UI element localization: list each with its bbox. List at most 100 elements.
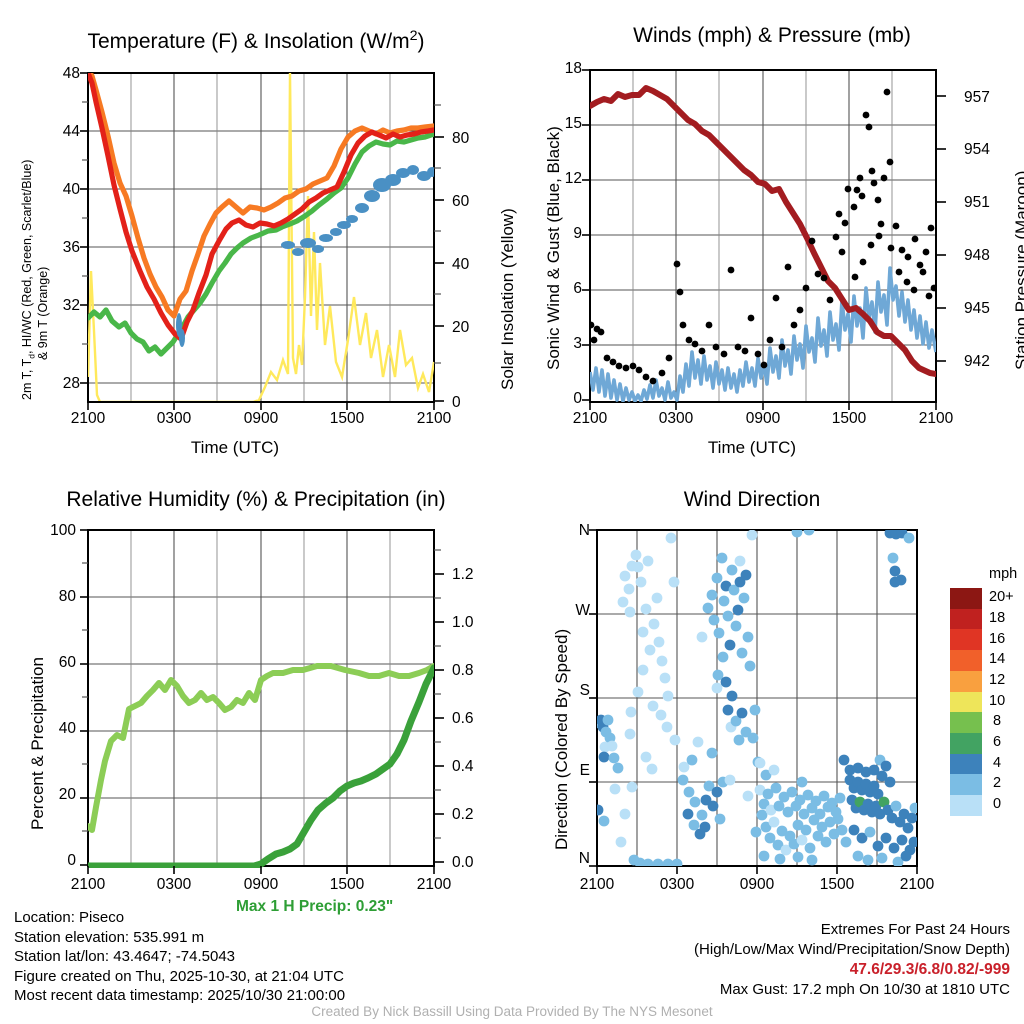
rh-ytick-0: 100 xyxy=(50,522,76,539)
panel-winds: Winds (mph) & Pressure (mb) Sonic Wind &… xyxy=(512,0,1024,470)
precip-ytick-5: 0.2 xyxy=(452,806,474,823)
rh-ytick-1: 80 xyxy=(58,588,76,605)
extremes-subheading: (High/Low/Max Wind/Precipitation/Snow De… xyxy=(694,941,1010,958)
winds-ytick-right-4: 945 xyxy=(964,300,990,317)
temperature-plot-area xyxy=(80,72,444,410)
precip-ytick-3: 0.6 xyxy=(452,710,474,727)
winds-ytick-0: 18 xyxy=(564,60,582,77)
figure-created-line: Figure created on Thu, 2025-10-30, at 21… xyxy=(14,967,344,985)
station-info-block: Location: Piseco Station elevation: 535.… xyxy=(14,908,345,1006)
winds-xtick-2: 0900 xyxy=(745,410,781,427)
colorbar-band-2 xyxy=(950,774,982,796)
temp-ytick-0: 48 xyxy=(62,65,80,82)
winds-ytick-right-0: 957 xyxy=(964,89,990,106)
winddir-chart-title: Wind Direction xyxy=(683,488,821,511)
wd-ytick-1: W xyxy=(575,602,590,619)
extremes-block: Extremes For Past 24 Hours (High/Low/Max… xyxy=(490,920,1010,1000)
temp-ytick-right-0: 80 xyxy=(452,130,470,147)
colorbar-band-10 xyxy=(950,691,982,713)
colorbar-tick-0: 0 xyxy=(993,796,1002,812)
rh-xtick-3: 1500 xyxy=(329,876,365,893)
max-gust-line: Max Gust: 17.2 mph On 10/30 at 1810 UTC xyxy=(719,981,1010,998)
colorbar-tick-20plus: 20+ xyxy=(989,589,1014,605)
latest-data-timestamp-line: Most recent data timestamp: 2025/10/30 2… xyxy=(14,987,346,1004)
precip-ytick-0: 1.2 xyxy=(452,566,474,583)
precip-ytick-1: 1.0 xyxy=(452,614,474,631)
rh-xtick-1: 0300 xyxy=(156,876,192,893)
precip-ytick-2: 0.8 xyxy=(452,662,474,679)
temp-ytick-1: 44 xyxy=(62,123,80,140)
colorbar-tick-2: 2 xyxy=(993,775,1002,791)
colorbar-band-12 xyxy=(950,670,982,692)
winds-ytick-1: 15 xyxy=(564,115,582,132)
winds-xtick-3: 1500 xyxy=(831,410,867,427)
rh-ytick-4: 20 xyxy=(58,786,76,803)
rh-xtick-4: 2100 xyxy=(416,876,452,893)
colorbar-band-20plus xyxy=(950,588,982,609)
max-precip-note: Max 1 H Precip: 0.23" xyxy=(236,898,394,915)
wd-xtick-4: 2100 xyxy=(899,876,935,893)
wd-xtick-2: 0900 xyxy=(739,876,775,893)
colorbar-band-14 xyxy=(950,650,982,671)
winds-ytick-5: 3 xyxy=(573,335,582,352)
colorbar-band-18 xyxy=(950,608,982,630)
temperature-x-axis-title: Time (UTC) xyxy=(190,438,280,457)
colorbar-tick-14: 14 xyxy=(989,651,1006,667)
colorbar-tick-10: 10 xyxy=(989,693,1006,709)
precip-ytick-6: 0.0 xyxy=(452,854,474,871)
colorbar-tick-18: 18 xyxy=(989,610,1006,626)
winds-xtick-0: 2100 xyxy=(572,410,608,427)
temp-xtick-1: 0300 xyxy=(156,410,192,427)
winds-ytick-right-5: 942 xyxy=(964,353,990,370)
colorbar-band-8 xyxy=(950,712,982,734)
winds-xtick-1: 0300 xyxy=(658,410,694,427)
rh-ytick-5: 0 xyxy=(67,852,76,869)
winds-ytick-2: 12 xyxy=(564,170,582,187)
temp-ytick-right-3: 20 xyxy=(452,319,470,336)
wd-ytick-3: E xyxy=(579,762,590,779)
winds-ytick-right-3: 948 xyxy=(964,247,990,264)
temp-ytick-2: 40 xyxy=(62,181,80,198)
rh-ytick-2: 60 xyxy=(58,654,76,671)
temp-xtick-0: 2100 xyxy=(70,410,106,427)
wd-xtick-1: 0300 xyxy=(659,876,695,893)
colorbar-tick-16: 16 xyxy=(989,631,1006,647)
winds-xtick-4: 2100 xyxy=(918,410,954,427)
winddir-plot-area xyxy=(589,529,918,874)
station-location-line: Location: Piseco xyxy=(14,909,125,926)
temp-ytick-3: 36 xyxy=(62,239,80,256)
wd-ytick-2: S xyxy=(579,682,590,699)
winds-ytick-3: 9 xyxy=(573,225,582,242)
humidity-chart-title: Relative Humidity (%) & Precipitation (i… xyxy=(66,488,446,511)
colorbar-tick-6: 6 xyxy=(993,734,1002,750)
colorbar-band-0 xyxy=(950,795,982,816)
temp-xtick-2: 0900 xyxy=(243,410,279,427)
temp-ytick-4: 32 xyxy=(62,297,80,314)
colorbar-tick-4: 4 xyxy=(993,755,1002,771)
colorbar-band-6 xyxy=(950,733,982,754)
wd-xtick-0: 2100 xyxy=(579,876,615,893)
temp-ytick-5: 28 xyxy=(62,375,80,392)
panel-temperature: Temperature (F) & Insolation (W/m2) 2m T… xyxy=(0,0,517,470)
rh-xtick-0: 2100 xyxy=(70,876,106,893)
temp-ytick-right-2: 40 xyxy=(452,256,470,273)
colorbar-band-16 xyxy=(950,629,982,651)
winds-ytick-right-2: 951 xyxy=(964,194,990,211)
extremes-values: 47.6/29.3/6.8/0.82/-999 xyxy=(849,961,1010,978)
station-latlon-line: Station lat/lon: 43.4647; -74.5043 xyxy=(14,948,236,965)
rh-ytick-3: 40 xyxy=(58,720,76,737)
winds-plot-area xyxy=(582,69,946,410)
temp-xtick-3: 1500 xyxy=(329,410,365,427)
station-elevation-line: Station elevation: 535.991 m xyxy=(14,928,205,946)
wd-xtick-3: 1500 xyxy=(819,876,855,893)
extremes-heading: Extremes For Past 24 Hours xyxy=(820,921,1010,938)
temp-ytick-right-4: 0 xyxy=(452,394,461,411)
temp-xtick-4: 2100 xyxy=(416,410,452,427)
wd-ytick-4: N xyxy=(578,850,590,867)
winds-x-axis-title: Time (UTC) xyxy=(707,438,797,457)
panel-humidity: Relative Humidity (%) & Precipitation (i… xyxy=(0,470,512,915)
winds-ytick-right-1: 954 xyxy=(964,141,990,158)
attribution-line: Created By Nick Bassill Using Data Provi… xyxy=(311,1004,713,1019)
panel-wind-direction: Wind Direction Direction (Colored By Spe… xyxy=(512,470,1024,910)
